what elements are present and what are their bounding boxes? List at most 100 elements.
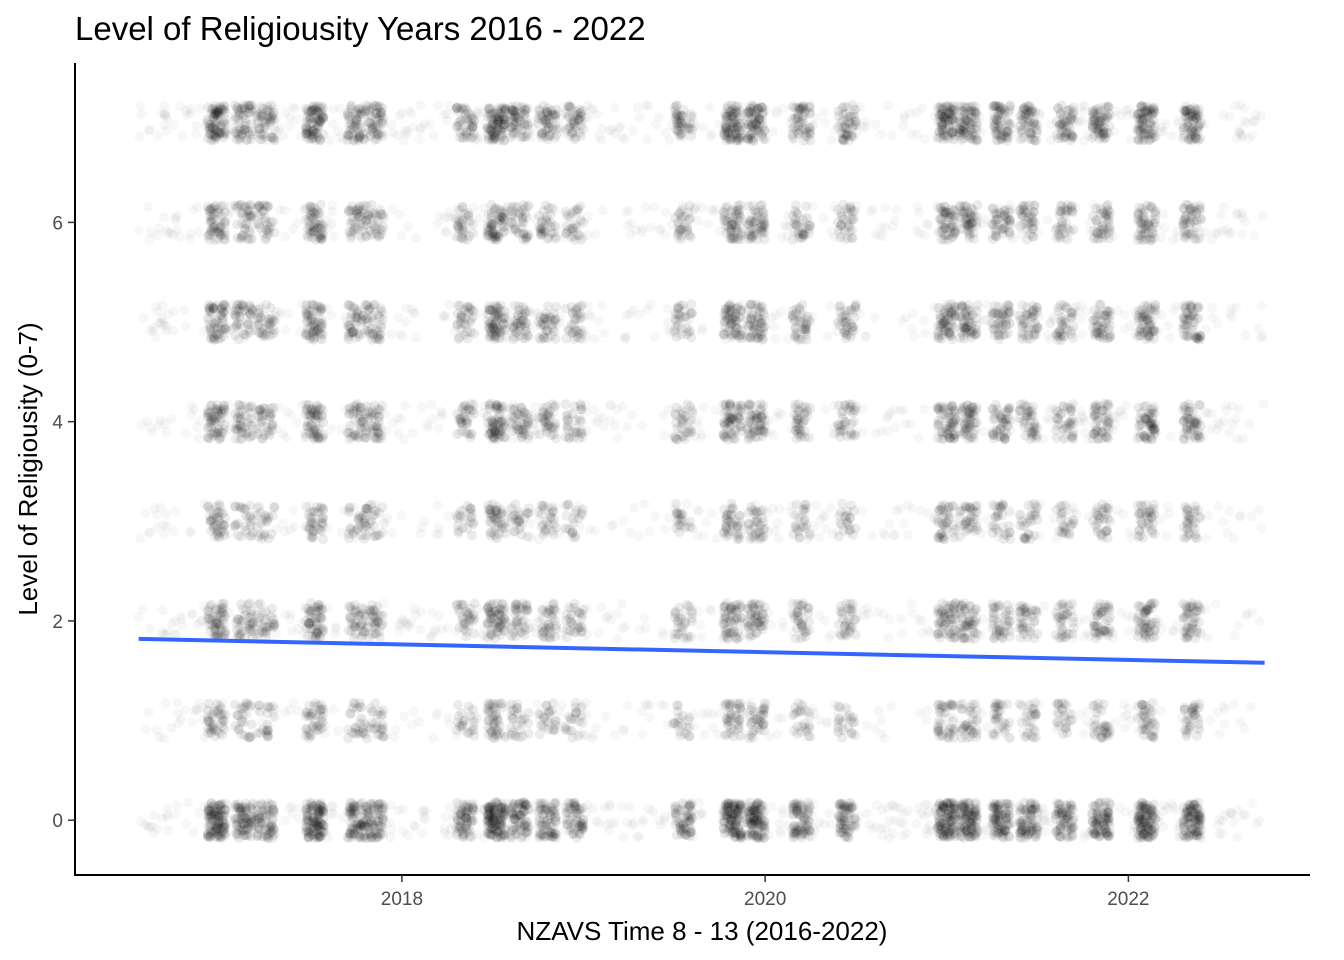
data-point (996, 808, 1007, 819)
data-point (373, 831, 384, 842)
data-point (378, 799, 389, 810)
data-point (202, 831, 213, 842)
data-point (788, 710, 799, 721)
data-point (252, 830, 263, 841)
data-point (468, 725, 479, 736)
data-point (253, 800, 263, 811)
data-point (289, 505, 299, 515)
data-point (432, 500, 442, 510)
data-point (370, 833, 381, 843)
data-point (846, 728, 857, 739)
data-point (266, 821, 277, 832)
data-point (235, 802, 246, 813)
data-point (520, 713, 530, 724)
data-point (212, 809, 223, 819)
data-point (246, 814, 257, 825)
data-point (268, 808, 279, 819)
data-point (372, 831, 383, 842)
data-point (317, 807, 328, 817)
data-point (237, 826, 248, 836)
data-point (617, 599, 627, 609)
data-point (356, 819, 367, 830)
data-point (243, 822, 254, 833)
data-point (268, 806, 279, 817)
data-point (268, 804, 279, 815)
data-point (1091, 707, 1102, 718)
data-point (639, 499, 649, 509)
data-point (800, 631, 811, 642)
data-point (318, 625, 329, 636)
data-point (213, 804, 224, 815)
data-point (414, 717, 424, 727)
data-point (612, 633, 622, 643)
data-point (278, 519, 288, 529)
data-point (377, 527, 388, 538)
data-point (141, 724, 151, 734)
data-point (616, 801, 626, 811)
data-point (354, 828, 365, 839)
data-point (345, 828, 356, 838)
data-point (254, 813, 265, 824)
data-point (684, 815, 695, 826)
data-point (238, 824, 249, 835)
data-point (844, 710, 855, 721)
data-point (1017, 614, 1028, 624)
data-point (318, 806, 329, 817)
data-point (305, 623, 316, 634)
data-point (316, 805, 327, 816)
data-point (834, 702, 845, 713)
data-point (301, 822, 312, 833)
data-point (312, 606, 323, 617)
data-point (242, 830, 252, 841)
data-point (954, 821, 965, 832)
data-point (216, 823, 227, 834)
data-point (265, 822, 276, 833)
data-point (356, 820, 367, 831)
data-point (315, 808, 326, 819)
data-point (211, 803, 222, 813)
data-point (214, 800, 225, 811)
data-point (1145, 730, 1156, 741)
data-point (874, 706, 884, 716)
data-point (310, 818, 321, 829)
data-point (419, 517, 429, 527)
data-point (236, 625, 247, 636)
data-point (347, 802, 358, 813)
data-point (1056, 599, 1067, 610)
data-point (242, 700, 253, 711)
data-point (236, 811, 247, 821)
data-point (671, 509, 682, 519)
data-point (419, 812, 429, 822)
data-point (365, 828, 376, 839)
data-point (312, 798, 322, 809)
data-point (266, 820, 277, 831)
data-point (304, 827, 314, 838)
data-point (205, 830, 216, 841)
data-point (229, 814, 240, 825)
data-point (899, 519, 909, 529)
data-point (203, 806, 214, 817)
data-point (848, 598, 859, 609)
data-point (461, 812, 472, 823)
data-point (312, 506, 323, 517)
data-point (301, 804, 312, 815)
data-point (234, 822, 245, 833)
data-point (751, 627, 762, 638)
data-point (403, 830, 413, 840)
data-point (1145, 598, 1156, 609)
data-point (211, 831, 222, 842)
data-point (843, 812, 854, 823)
data-point (1192, 599, 1203, 610)
data-point (387, 528, 397, 538)
data-point (399, 711, 409, 721)
data-point (461, 809, 472, 820)
data-point (309, 823, 320, 834)
data-point (903, 530, 913, 540)
data-point (451, 510, 462, 521)
data-point (334, 726, 344, 736)
data-point (206, 810, 216, 821)
data-point (260, 510, 271, 521)
data-point (206, 809, 217, 820)
data-point (247, 804, 258, 815)
data-point (360, 801, 371, 812)
